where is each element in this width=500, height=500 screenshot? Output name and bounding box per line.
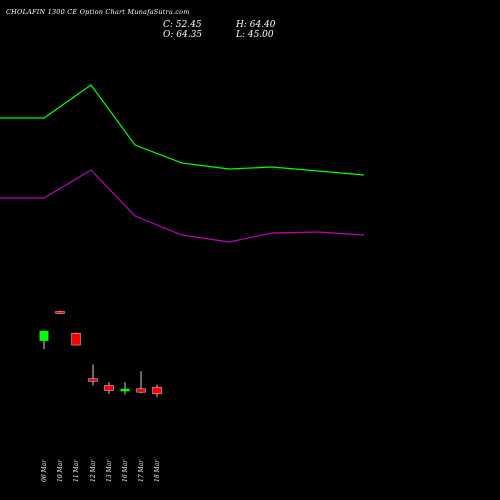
x-tick-label: 06 Mar [41,459,48,482]
chart-title: CHOLAFIN 1300 CE Option Chart MunafaSutr… [6,8,190,16]
x-tick-label: 13 Mar [106,459,113,482]
x-tick-label: 18 Mar [154,459,161,482]
candle-body [152,386,162,395]
upper-band-line [0,84,365,176]
candle-body [39,330,49,341]
low-value: L: 45.00 [236,30,274,40]
x-tick-label: 11 Mar [73,459,80,482]
candle-body [120,388,130,392]
x-tick-label: 16 Mar [122,459,129,482]
x-tick-label: 12 Mar [90,459,97,482]
x-tick-label: 10 Mar [57,459,64,482]
close-value: C: 52.45 [163,20,202,30]
candle-body [55,311,65,314]
candle-body [104,385,114,391]
candle-body [71,333,81,346]
candle-body [136,388,146,393]
high-value: H: 64.40 [236,20,276,30]
x-tick-label: 17 Mar [138,459,145,482]
candle-body [88,378,98,382]
lower-band-line [0,169,365,243]
open-value: O: 64.35 [163,30,203,40]
